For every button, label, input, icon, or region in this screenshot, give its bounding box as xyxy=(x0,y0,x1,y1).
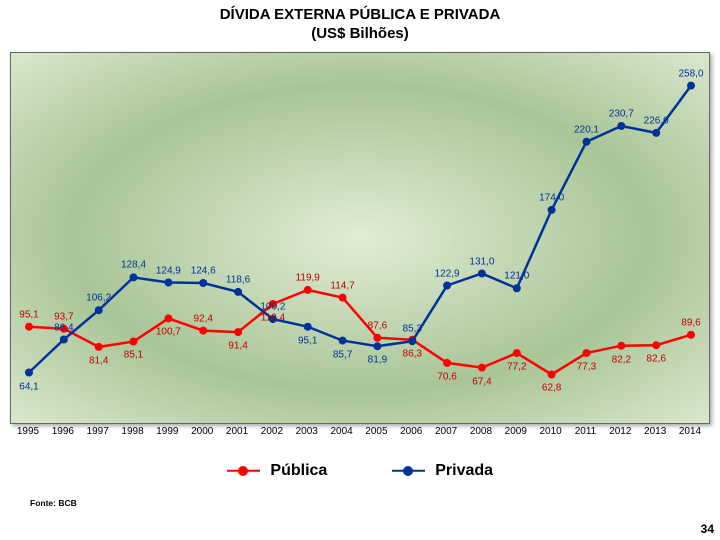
x-axis-labels: 1995 1996 1997 1998 1999 2000 2001 2002 2003 2004… xyxy=(10,426,708,442)
x-axis-label: 2002 xyxy=(261,426,283,437)
data-label: 67,4 xyxy=(472,376,491,387)
data-label: 92,4 xyxy=(193,313,212,324)
data-label: 110,4 xyxy=(261,313,285,324)
legend-item-public: Pública xyxy=(227,462,327,480)
data-label: 85,7 xyxy=(333,349,352,360)
data-label: 230,7 xyxy=(609,108,634,119)
data-label: 82,2 xyxy=(612,354,631,365)
x-axis-label: 2012 xyxy=(609,426,631,437)
data-label: 86,4 xyxy=(54,322,73,333)
data-label: 258,0 xyxy=(678,68,703,79)
page-number: 34 xyxy=(701,522,714,536)
x-axis-label: 2001 xyxy=(226,426,248,437)
title-line-1: DÍVIDA EXTERNA PÚBLICA E PRIVADA xyxy=(220,6,501,23)
data-label: 100,2 xyxy=(260,302,285,313)
data-label: 106,2 xyxy=(86,293,111,304)
x-axis-label: 1996 xyxy=(52,426,74,437)
data-label: 121,0 xyxy=(504,271,529,282)
x-axis-label: 2005 xyxy=(365,426,387,437)
legend-dot-public xyxy=(238,466,248,476)
legend: Pública Privada xyxy=(0,462,720,480)
data-label: 81,9 xyxy=(368,355,387,366)
x-axis-label: 1995 xyxy=(17,426,39,437)
data-label: 128,4 xyxy=(121,260,146,271)
x-axis-label: 2003 xyxy=(296,426,318,437)
x-axis-label: 2009 xyxy=(505,426,527,437)
data-label: 124,6 xyxy=(191,265,216,276)
data-label: 119,9 xyxy=(296,272,320,283)
x-axis-label: 1997 xyxy=(87,426,109,437)
data-label: 91,4 xyxy=(228,341,247,352)
x-axis-label: 1998 xyxy=(121,426,143,437)
legend-swatch-public xyxy=(227,463,260,479)
data-label: 86,3 xyxy=(403,348,422,359)
legend-label-public: Pública xyxy=(270,462,327,479)
chart-svg xyxy=(11,53,709,423)
x-axis-label: 2011 xyxy=(575,426,597,437)
data-label: 95,1 xyxy=(19,309,38,320)
data-label: 100,7 xyxy=(156,327,181,338)
data-label: 118,6 xyxy=(226,274,250,285)
data-label: 174,0 xyxy=(539,192,564,203)
data-label: 77,3 xyxy=(577,361,596,372)
x-axis-label: 2013 xyxy=(644,426,666,437)
slide-wrapper: DÍVIDA EXTERNA PÚBLICA E PRIVADA (US$ Bi… xyxy=(0,0,720,540)
x-axis-label: 2004 xyxy=(330,426,352,437)
data-label: 122,9 xyxy=(435,268,460,279)
data-label: 85,3 xyxy=(403,324,422,335)
legend-label-private: Privada xyxy=(435,462,493,479)
data-label: 95,1 xyxy=(298,335,317,346)
x-axis-label: 2000 xyxy=(191,426,213,437)
data-label: 131,0 xyxy=(469,256,494,267)
data-label: 93,7 xyxy=(54,311,73,322)
data-label: 85,1 xyxy=(124,350,143,361)
x-axis-label: 2014 xyxy=(679,426,701,437)
data-label: 82,6 xyxy=(646,354,665,365)
data-label: 89,6 xyxy=(681,317,700,328)
data-label: 77,2 xyxy=(507,362,526,373)
data-label: 62,8 xyxy=(542,383,561,394)
data-label: 87,6 xyxy=(368,320,387,331)
source-text: Fonte: BCB xyxy=(30,498,77,508)
legend-swatch-private xyxy=(392,463,425,479)
data-label: 124,9 xyxy=(156,265,181,276)
data-label: 64,1 xyxy=(19,381,38,392)
x-axis-label: 2006 xyxy=(400,426,422,437)
x-axis-label: 2008 xyxy=(470,426,492,437)
title-line-2: (US$ Bilhões) xyxy=(311,25,409,42)
legend-dot-private xyxy=(403,466,413,476)
data-label: 220,1 xyxy=(574,124,599,135)
chart-title: DÍVIDA EXTERNA PÚBLICA E PRIVADA (US$ Bi… xyxy=(0,0,720,44)
data-label: 114,7 xyxy=(330,280,354,291)
x-axis-label: 2010 xyxy=(540,426,562,437)
legend-item-private: Privada xyxy=(392,462,493,480)
x-axis-label: 2007 xyxy=(435,426,457,437)
chart-area: 95,1 93,7 81,4 85,1 100,7 92,4 91,4 110,4 119,9 1… xyxy=(10,52,710,424)
data-label: 70,6 xyxy=(437,371,456,382)
data-label: 81,4 xyxy=(89,355,108,366)
data-label: 226,0 xyxy=(644,115,669,126)
x-axis-label: 1999 xyxy=(156,426,178,437)
